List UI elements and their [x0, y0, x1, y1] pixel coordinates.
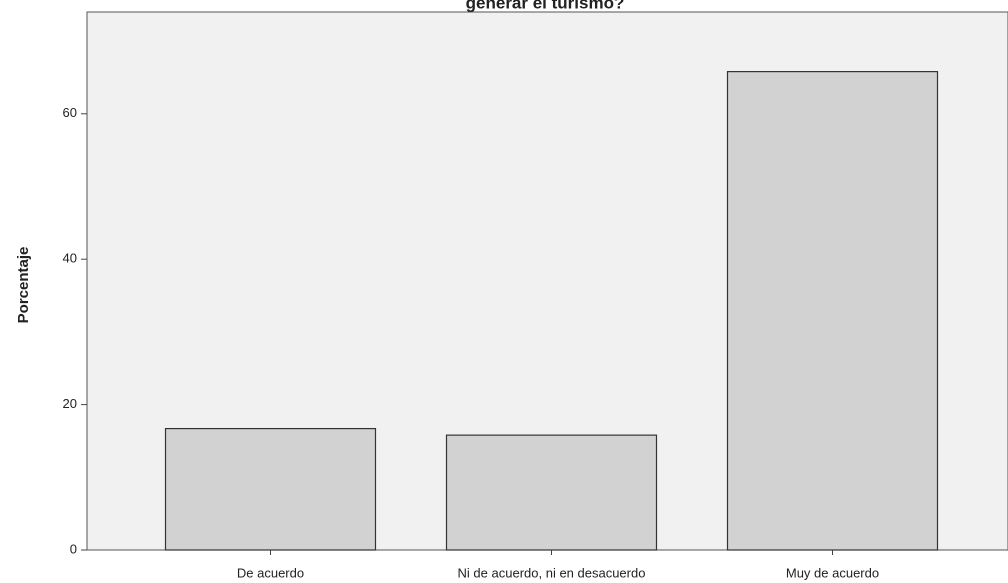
y-tick-label: 0: [70, 541, 77, 556]
bar: [726, 71, 939, 551]
x-tick-label: De acuerdo: [237, 565, 304, 580]
y-tick-label: 20: [63, 396, 77, 411]
chart-title: generar el turismo?: [466, 0, 625, 12]
x-tick-label: Muy de acuerdo: [786, 565, 879, 580]
bar: [445, 434, 658, 551]
bar: [164, 427, 377, 551]
y-tick-label: 60: [63, 105, 77, 120]
y-axis-label: Porcentaje: [15, 247, 32, 324]
x-tick-label: Ni de acuerdo, ni en desacuerdo: [458, 565, 646, 580]
y-tick-label: 40: [63, 251, 77, 266]
